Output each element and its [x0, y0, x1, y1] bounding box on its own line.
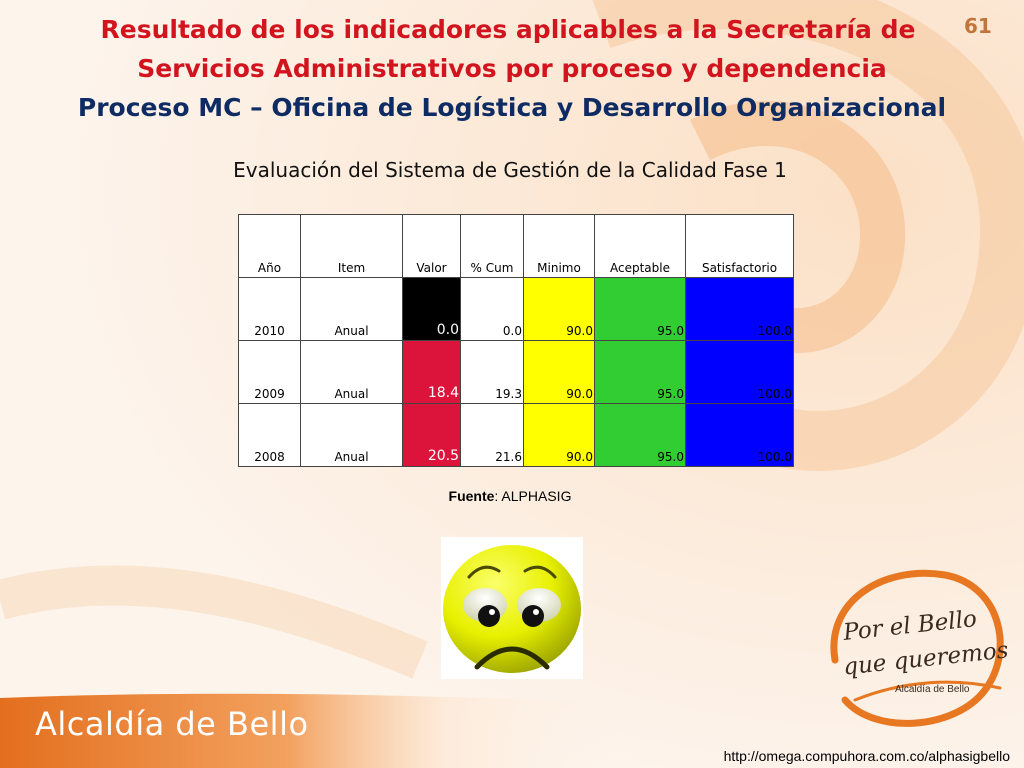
cell-valor: 0.0 [402, 277, 461, 341]
cell-minimo: 90.0 [523, 340, 595, 404]
header-cum: % Cum [460, 214, 524, 278]
cell-anio: 2008 [238, 403, 301, 467]
page-number: 61 [964, 14, 992, 38]
cell-cum: 0.0 [460, 277, 524, 341]
title-line-3: Proceso MC – Oficina de Logística y Desa… [77, 93, 947, 122]
header-anio: Año [238, 214, 301, 278]
table-subtitle: Evaluación del Sistema de Gestión de la … [233, 158, 787, 182]
indicator-table: Año Item Valor % Cum Minimo Aceptable Sa… [238, 214, 794, 467]
cell-item: Anual [300, 277, 403, 341]
logo-line-3: Alcaldía de Bello [895, 684, 970, 695]
cell-aceptable: 95.0 [594, 277, 686, 341]
source-value: : ALPHASIG [494, 488, 572, 504]
title-line-2: Servicios Administrativos por proceso y … [137, 54, 887, 83]
header-aceptable: Aceptable [594, 214, 686, 278]
header-item: Item [300, 214, 403, 278]
cell-valor: 20.5 [402, 403, 461, 467]
header-valor: Valor [402, 214, 461, 278]
source-label: Fuente [448, 488, 495, 504]
cell-item: Anual [300, 403, 403, 467]
table-row: 2010 Anual 0.0 0.0 90.0 95.0 100.0 [238, 277, 794, 341]
cell-cum: 19.3 [460, 340, 524, 404]
cell-anio: 2010 [238, 277, 301, 341]
cell-valor: 18.4 [402, 340, 461, 404]
title-line-1: Resultado de los indicadores aplicables … [100, 15, 916, 44]
cell-anio: 2009 [238, 340, 301, 404]
cell-cum: 21.6 [460, 403, 524, 467]
footer-url[interactable]: http://omega.compuhora.com.co/alphasigbe… [723, 748, 1010, 764]
cell-satisfactorio: 100.0 [685, 277, 794, 341]
cell-aceptable: 95.0 [594, 403, 686, 467]
footer-brand: Alcaldía de Bello [35, 705, 309, 743]
table-header-row: Año Item Valor % Cum Minimo Aceptable Sa… [238, 214, 794, 278]
header-minimo: Minimo [523, 214, 595, 278]
cell-minimo: 90.0 [523, 277, 595, 341]
sad-face-icon [441, 537, 583, 679]
source-note: Fuente: ALPHASIG [0, 488, 1020, 504]
slide-title: Resultado de los indicadores aplicables … [0, 10, 1024, 127]
cell-satisfactorio: 100.0 [685, 403, 794, 467]
table-row: 2009 Anual 18.4 19.3 90.0 95.0 100.0 [238, 340, 794, 404]
cell-item: Anual [300, 340, 403, 404]
cell-aceptable: 95.0 [594, 340, 686, 404]
por-el-bello-logo: Por el Bello que queremos Alcaldía de Be… [815, 560, 1015, 740]
footer-band [0, 693, 640, 768]
cell-minimo: 90.0 [523, 403, 595, 467]
header-satisfactorio: Satisfactorio [685, 214, 794, 278]
cell-satisfactorio: 100.0 [685, 340, 794, 404]
table-row: 2008 Anual 20.5 21.6 90.0 95.0 100.0 [238, 403, 794, 467]
